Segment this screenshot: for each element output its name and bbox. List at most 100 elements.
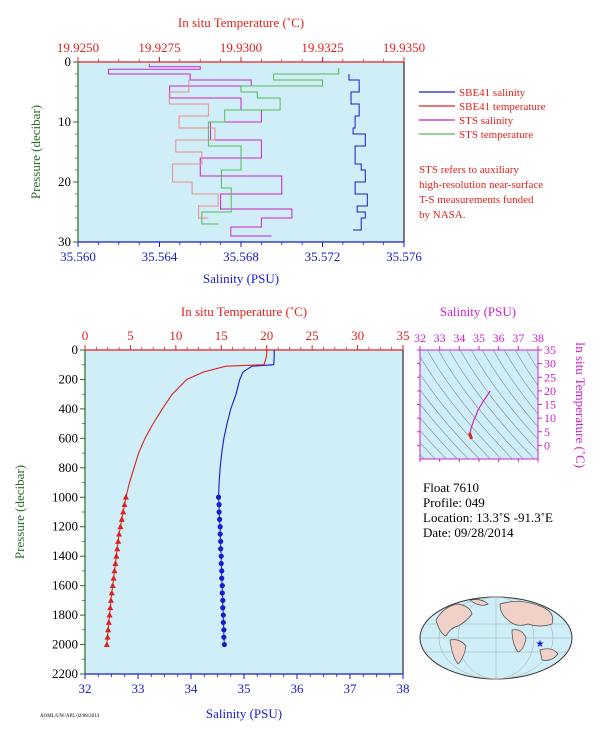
density-contour xyxy=(420,373,491,459)
temperature-marker xyxy=(103,641,110,647)
legend-note-line: STS refers to auxiliary xyxy=(419,164,519,176)
density-contour xyxy=(420,403,469,459)
temperature-marker xyxy=(109,582,116,589)
ts-density-contours xyxy=(420,350,538,459)
location: Location: 13.3˚S -91.3˚E xyxy=(423,510,553,525)
ts-curve xyxy=(468,432,474,440)
temperature-tick-label: 10 xyxy=(169,328,182,343)
ts-series-group xyxy=(468,390,491,440)
temperature-marker xyxy=(122,493,129,500)
legend: SBE41 salinity SBE41 temperature STS salin… xyxy=(419,87,546,221)
salinity-tick-label: 38 xyxy=(397,681,410,696)
temperature-tick-label: 20 xyxy=(260,328,273,343)
temperature-tick-label: 19.9275 xyxy=(138,40,180,55)
density-contour xyxy=(420,389,480,459)
ts-temperature-tick-label: 25 xyxy=(544,370,556,384)
legend-note-line: by NASA. xyxy=(419,209,466,221)
salinity-marker xyxy=(221,641,227,648)
pressure-tick-label: 20 xyxy=(58,174,71,189)
pressure-tick-label: 0 xyxy=(65,54,72,69)
ts-temperature-axis-title: In situ Temperature (˚C) xyxy=(573,342,588,468)
temperature-marker xyxy=(120,508,127,515)
ts-temperature-tick-label: 20 xyxy=(544,384,556,398)
top-series-group xyxy=(108,63,368,237)
series-line xyxy=(348,74,368,231)
legend-note-line: high-resolution near-surface xyxy=(419,179,543,191)
temperature-marker xyxy=(107,596,114,603)
ts-salinity-tick-label: 37 xyxy=(512,331,524,345)
pressure-tick-label: 1000 xyxy=(52,489,78,504)
temperature-marker xyxy=(116,530,123,537)
bottom-temperature-axis-title: In situ Temperature (˚C) xyxy=(181,304,307,319)
pressure-tick-label: 1800 xyxy=(52,607,78,622)
temperature-tick-label: 30 xyxy=(351,328,364,343)
density-contour xyxy=(525,350,538,370)
temperature-tick-label: 19.9300 xyxy=(220,40,262,55)
salinity-tick-label: 33 xyxy=(132,681,145,696)
salinity-tick-label: 35.564 xyxy=(142,249,178,264)
density-contour xyxy=(503,350,538,401)
temperature-marker xyxy=(106,611,113,618)
bottom-pressure-axis-title: Pressure (decibar) xyxy=(12,465,27,559)
bottom-salinity-axis-title: Salinity (PSU) xyxy=(206,706,282,721)
pressure-tick-label: 10 xyxy=(58,114,71,129)
salinity-tick-label: 34 xyxy=(185,681,199,696)
bottom-series-group xyxy=(103,350,275,648)
ts-salinity-tick-label: 32 xyxy=(414,331,426,345)
date: Date: 09/28/2014 xyxy=(423,525,514,540)
legend-label: SBE41 temperature xyxy=(459,101,546,113)
temperature-marker xyxy=(117,523,124,530)
ts-plot-area xyxy=(419,349,539,460)
density-contour xyxy=(426,350,513,459)
pressure-tick-label: 200 xyxy=(59,371,79,386)
pressure-tick-label: 1600 xyxy=(52,578,78,593)
ts-salinity-tick-label: 36 xyxy=(493,331,505,345)
ts-salinity-tick-label: 38 xyxy=(532,331,544,345)
density-contour xyxy=(420,355,502,459)
legend-note-line: T-S measurements funded xyxy=(419,194,534,206)
temperature-marker xyxy=(121,501,128,508)
ts-curve xyxy=(469,390,491,434)
pressure-tick-label: 0 xyxy=(72,342,79,357)
ts-salinity-tick-label: 33 xyxy=(434,331,446,345)
ts-salinity-axis-title: Salinity (PSU) xyxy=(440,304,516,319)
temperature-marker xyxy=(104,633,111,640)
pressure-tick-label: 1200 xyxy=(52,519,78,534)
pressure-tick-label: 2200 xyxy=(52,666,78,681)
density-contour xyxy=(470,350,538,440)
salinity-tick-label: 36 xyxy=(291,681,305,696)
temperature-marker xyxy=(115,538,122,544)
salinity-tick-label: 35.568 xyxy=(223,249,259,264)
bottom-profile-panel: In situ Temperature (˚C) Salinity (PSU) … xyxy=(12,304,410,721)
top-profile-panel: In situ Temperature (˚C) Salinity (PSU) … xyxy=(28,15,425,286)
ts-temperature-tick-label: 30 xyxy=(544,357,556,371)
pressure-tick-label: 600 xyxy=(59,430,79,445)
series-line xyxy=(218,350,275,498)
top-pressure-axis-title: Pressure (decibar) xyxy=(28,105,43,199)
salinity-deep-line xyxy=(218,497,225,645)
temperature-tick-label: 19.9250 xyxy=(57,40,99,55)
top-salinity-axis-title: Salinity (PSU) xyxy=(203,271,279,286)
top-axis-ticks: 35.560 35.564 35.568 35.572 35.576 19.9250 19.… xyxy=(57,40,425,264)
temperature-marker xyxy=(110,574,117,581)
pressure-tick-label: 400 xyxy=(59,401,79,416)
temperature-tick-label: 35 xyxy=(397,328,410,343)
temperature-tick-label: 19.9325 xyxy=(301,40,343,55)
bottom-axis-ticks: 32 33 34 35 36 37 38 0 5 10 15 20 25 30 35 0 200 400 600 80… xyxy=(52,328,410,696)
legend-label: STS salinity xyxy=(459,115,514,127)
pressure-tick-label: 1400 xyxy=(52,548,78,563)
density-contour xyxy=(514,350,538,387)
top-temperature-axis-title: In situ Temperature (˚C) xyxy=(178,15,304,30)
map-continents xyxy=(435,599,559,665)
ts-temperature-tick-label: 15 xyxy=(544,398,556,412)
pressure-tick-label: 30 xyxy=(58,234,71,249)
density-contour xyxy=(492,350,538,415)
temperature-tick-label: 0 xyxy=(82,328,89,343)
float-info: Float 7610 Profile: 049 Location: 13.3˚S… xyxy=(423,480,553,540)
density-contour xyxy=(448,350,535,459)
series-line xyxy=(201,68,340,225)
temperature-tick-label: 19.9350 xyxy=(383,40,425,55)
ts-salinity-tick-label: 35 xyxy=(473,331,485,345)
